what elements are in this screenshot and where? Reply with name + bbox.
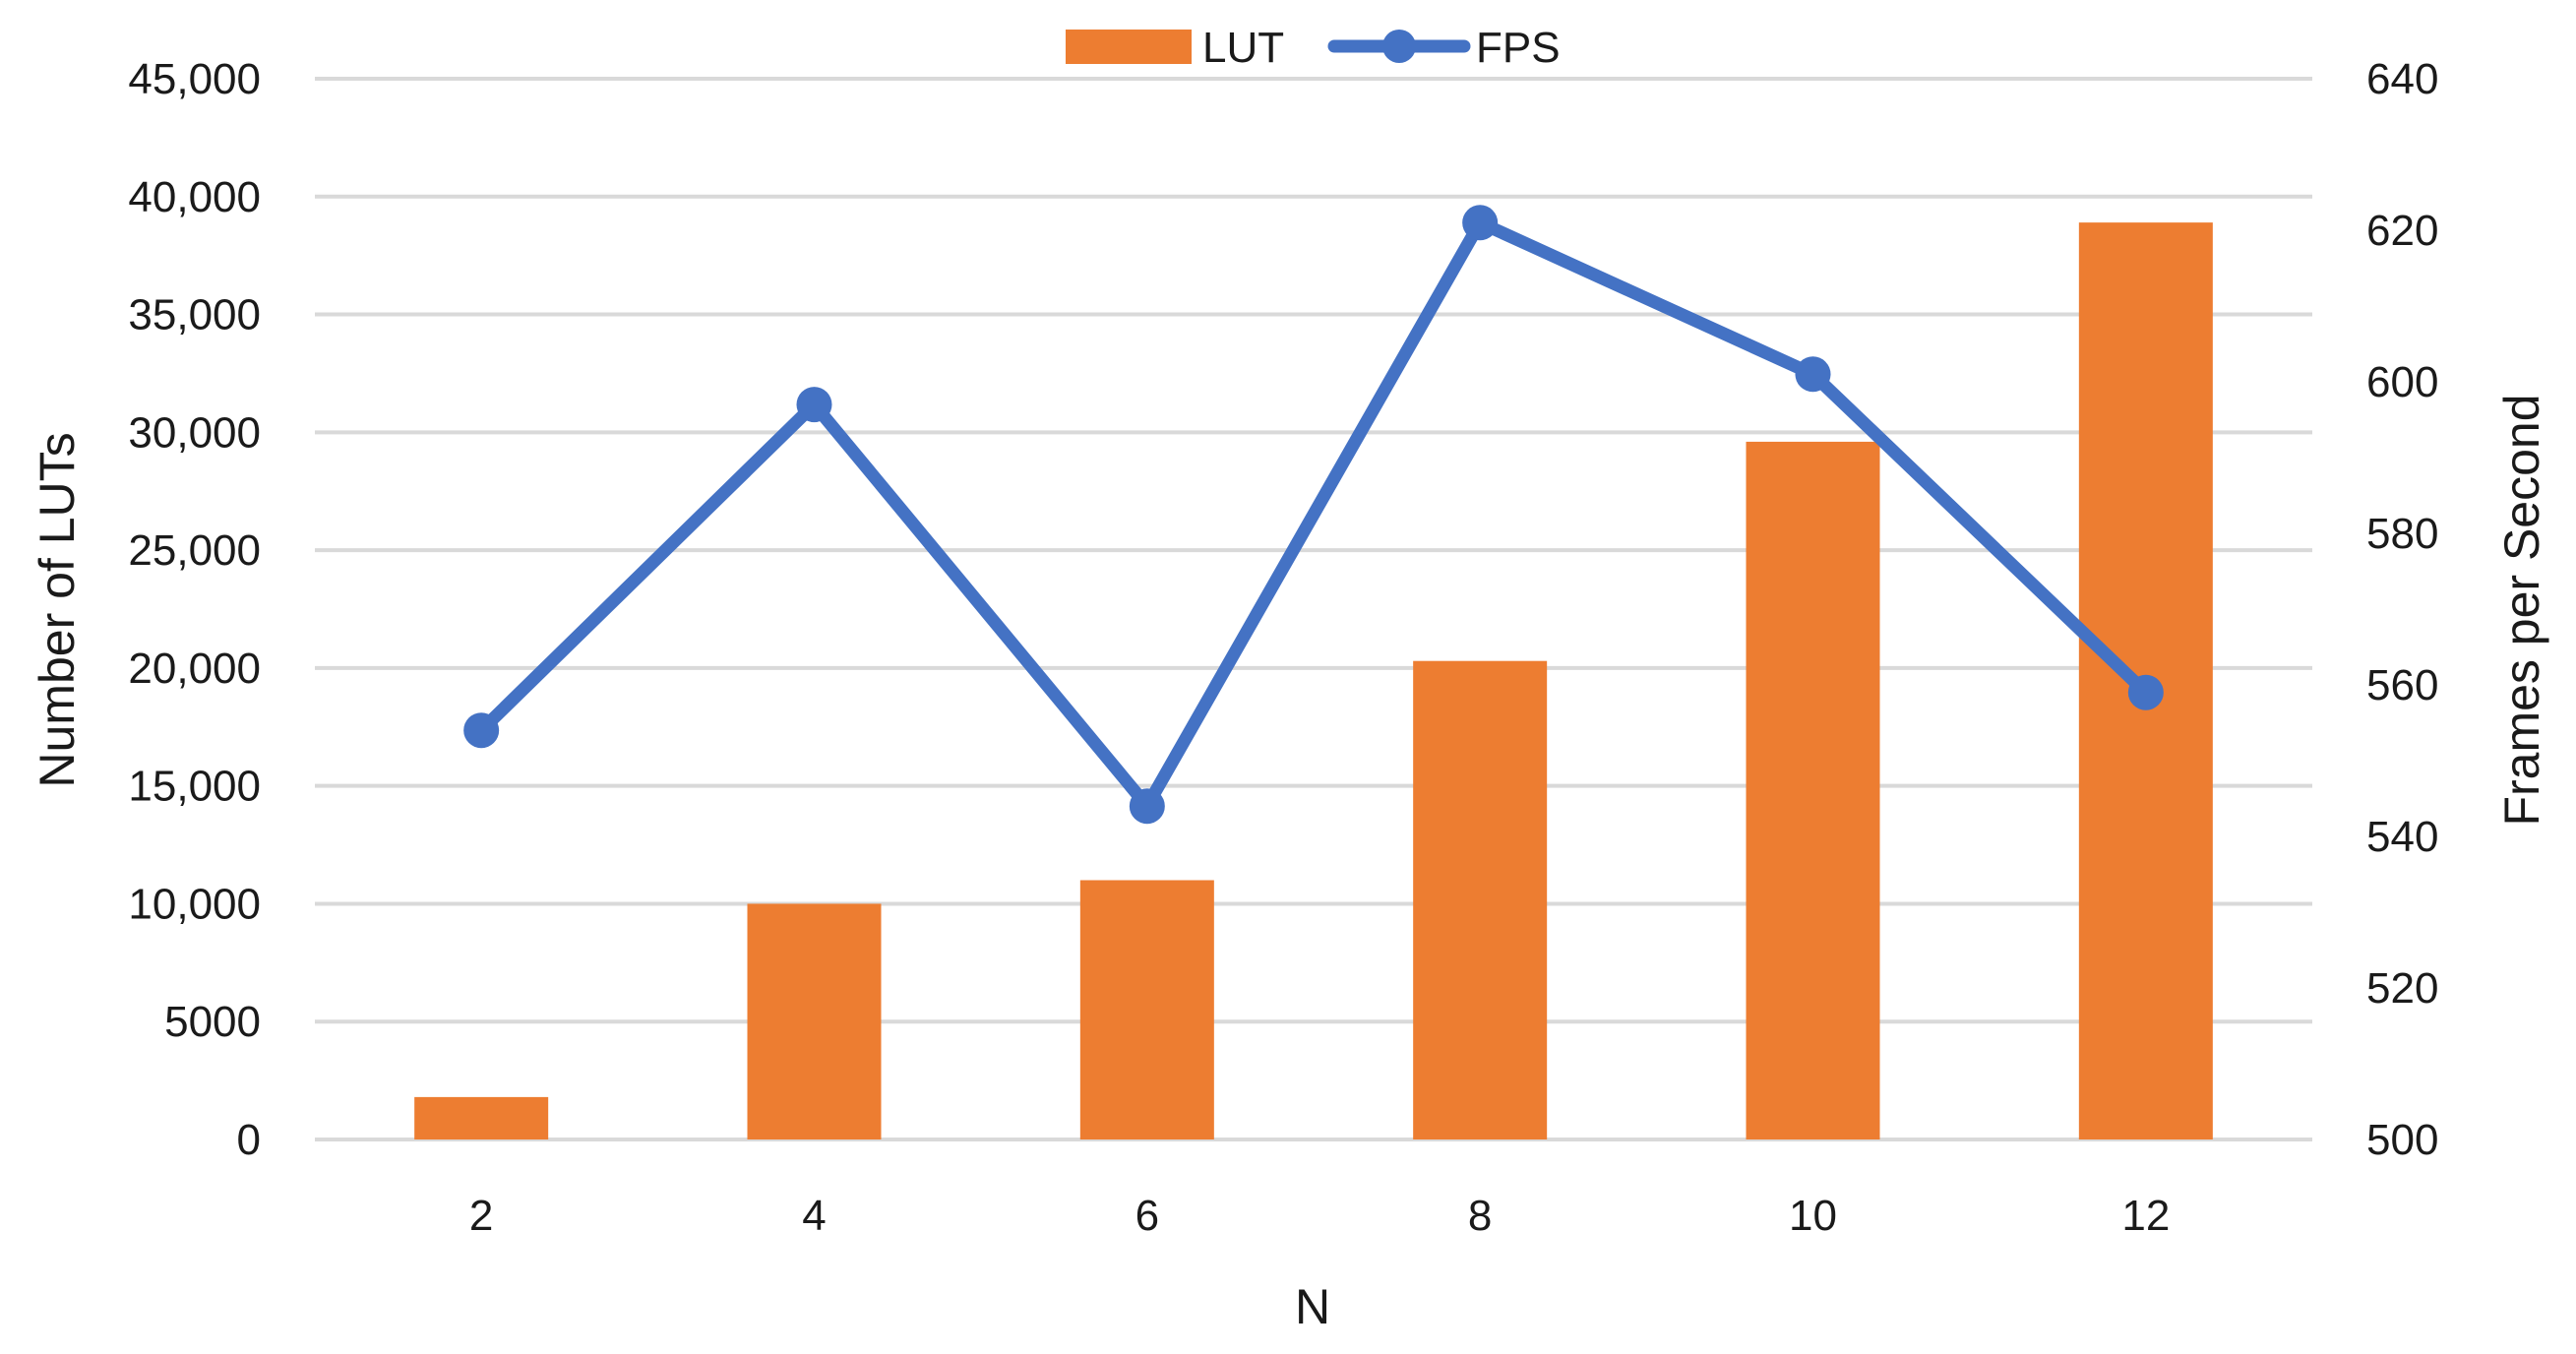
- left-tick-label: 10,000: [128, 880, 261, 928]
- gridlines: [315, 77, 2312, 1141]
- left-tick-label: 20,000: [128, 645, 261, 693]
- x-tick-label: 8: [1468, 1192, 1492, 1240]
- left-tick-label: 0: [237, 1116, 261, 1164]
- right-tick-label: 520: [2366, 964, 2438, 1013]
- left-tick-label: 45,000: [128, 55, 261, 103]
- x-tick-label: 4: [802, 1192, 826, 1240]
- fps-line-series: [463, 205, 2164, 825]
- legend-fps-marker: [1382, 30, 1416, 63]
- x-tick-label: 10: [1789, 1192, 1837, 1240]
- fps-point: [1795, 356, 1831, 393]
- lut-bars: [414, 222, 2213, 1140]
- right-tick-label: 560: [2366, 661, 2438, 709]
- right-tick-label: 540: [2366, 813, 2438, 861]
- x-axis-title: N: [1295, 1279, 1330, 1334]
- left-tick-label: 25,000: [128, 526, 261, 575]
- left-tick-label: 40,000: [128, 173, 261, 221]
- fps-point: [1129, 788, 1165, 825]
- lut-bar: [414, 1096, 549, 1139]
- fps-line: [474, 215, 2153, 813]
- left-tick-label: 30,000: [128, 408, 261, 457]
- right-tick-label: 500: [2366, 1116, 2438, 1164]
- right-tick-label: 640: [2366, 55, 2438, 103]
- fps-point: [463, 712, 500, 749]
- lut-bar: [1413, 660, 1548, 1139]
- left-tick-label: 5000: [164, 998, 261, 1046]
- x-tick-label: 2: [469, 1192, 493, 1240]
- fps-point: [2127, 674, 2164, 710]
- lut-bar: [1079, 880, 1214, 1139]
- right-tick-label: 620: [2366, 207, 2438, 255]
- right-axis-title: Frames per Second: [2494, 394, 2549, 826]
- legend-fps-label: FPS: [1476, 24, 1561, 72]
- lut-bar: [1746, 441, 1880, 1140]
- lut-bar: [747, 903, 882, 1139]
- left-tick-label: 15,000: [128, 763, 261, 811]
- fps-point: [796, 387, 832, 423]
- legend: LUT FPS: [1066, 24, 1561, 72]
- left-axis-ticks: 0 5000 10,000 15,000 20,000 25,000 30,000 35,00…: [128, 55, 261, 1164]
- x-axis-ticks: 2 4 6 8 10 12: [469, 1192, 2170, 1240]
- right-tick-label: 600: [2366, 358, 2438, 406]
- left-tick-label: 35,000: [128, 291, 261, 339]
- legend-lut-label: LUT: [1202, 24, 1284, 72]
- right-tick-label: 580: [2366, 510, 2438, 558]
- fps-point: [1462, 205, 1499, 241]
- left-axis-title: Number of LUTs: [30, 432, 85, 787]
- right-axis-ticks: 500 520 540 560 580 600 620 640: [2366, 55, 2438, 1164]
- legend-lut-swatch: [1066, 30, 1192, 64]
- x-tick-label: 6: [1135, 1192, 1159, 1240]
- x-tick-label: 12: [2121, 1192, 2170, 1240]
